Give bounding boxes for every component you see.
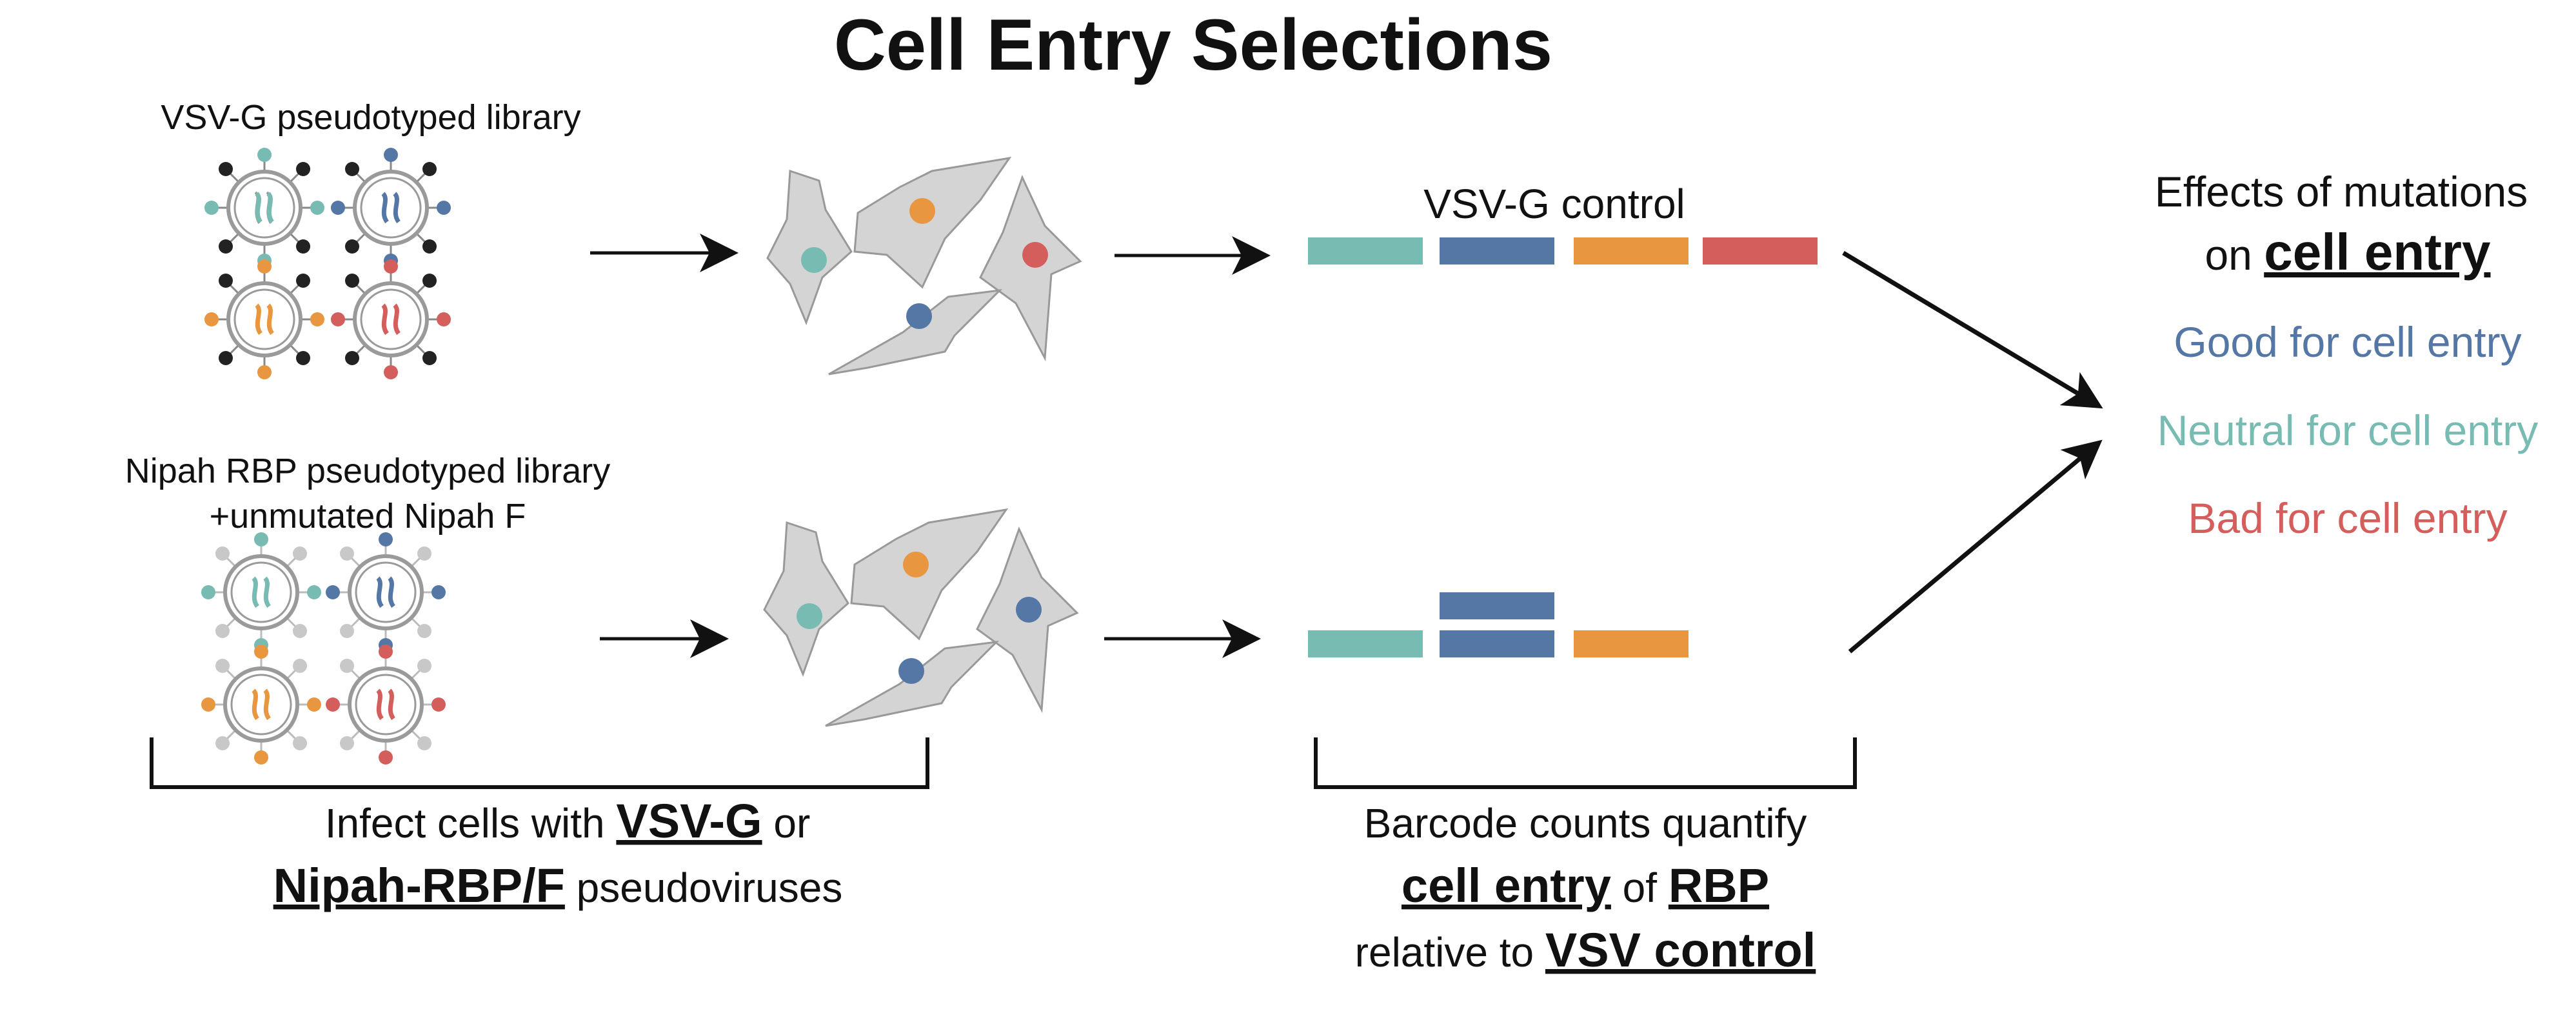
effect-bad: Bad for cell entry [2188,494,2507,542]
barcode-caption-line3: relative to VSV control [1355,923,1816,977]
effect-neutral: Neutral for cell entry [2157,406,2539,454]
target-cells-bottom [763,508,1078,727]
vsvg-library-label: VSV-G pseudotyped library [161,98,580,137]
arrow-control-to-effects [1842,250,2103,409]
page-title: Cell Entry Selections [834,5,1552,85]
barcode-caption-line2: cell entry of RBP [1402,859,1769,912]
barcode-bracket [1314,737,1857,789]
nipah-library-virions [201,532,446,765]
nipah-library-sublabel: +unmutated Nipah F [210,497,526,536]
infect-bracket [150,737,929,789]
target-cells-top [766,157,1082,375]
control-barcodes [1308,237,1818,265]
infect-caption-line1: Infect cells with VSV-G or [325,794,811,848]
rbp-barcodes [1308,592,1689,657]
effects-heading-line1: Effects of mutations [2155,168,2528,215]
vsvg-control-label: VSV-G control [1423,181,1685,227]
effects-heading-line2: on cell entry [2204,223,2491,281]
infect-caption-line2: Nipah-RBP/F pseudoviruses [273,859,843,912]
barcode-caption-line1: Barcode counts quantify [1364,800,1807,846]
nipah-library-label: Nipah RBP pseudotyped library [125,452,610,490]
effect-good: Good for cell entry [2174,318,2521,366]
vsvg-library-virions [204,148,451,379]
arrow-rbp-to-effects [1848,439,2103,654]
